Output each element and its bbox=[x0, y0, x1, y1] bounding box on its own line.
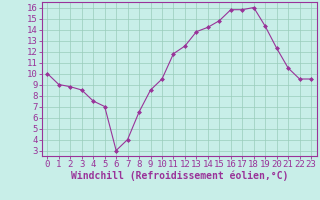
X-axis label: Windchill (Refroidissement éolien,°C): Windchill (Refroidissement éolien,°C) bbox=[70, 171, 288, 181]
